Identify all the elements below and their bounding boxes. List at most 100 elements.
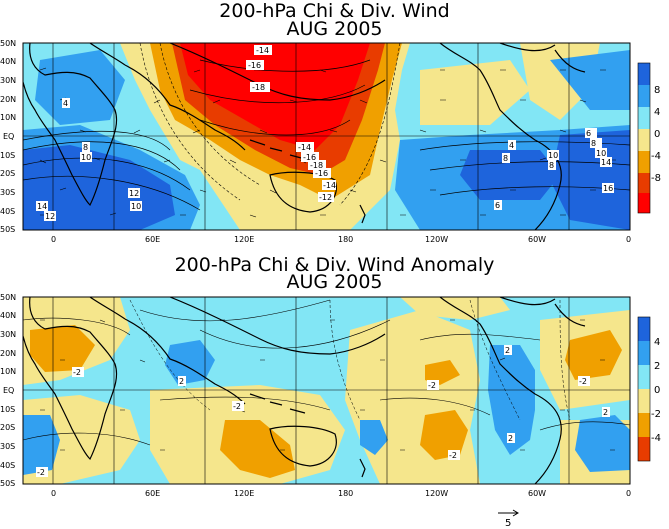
- svg-text:-2: -2: [579, 377, 587, 386]
- top-colorbar-swatch-2: [638, 107, 650, 129]
- bottom-label-9: 2: [507, 433, 515, 443]
- bottom-contour-labels: -2 2 -2 -2 -2 2 -2 -2 2 2: [36, 345, 610, 477]
- top-label-16: 8: [502, 153, 510, 163]
- svg-text:2: 2: [505, 346, 510, 355]
- svg-text:10: 10: [596, 149, 606, 158]
- svg-text:10: 10: [548, 151, 558, 160]
- top-label-6: -16: [313, 168, 331, 178]
- svg-text:2: 2: [508, 434, 513, 443]
- bottom-title-line2: AUG 2005: [286, 271, 383, 293]
- svg-text:50S: 50S: [0, 479, 15, 488]
- bottom-map-frame: [22, 296, 631, 485]
- top-colorbar-swatch-3: [638, 129, 650, 151]
- svg-text:30N: 30N: [0, 330, 16, 339]
- bottom-label-7: -2: [36, 467, 48, 477]
- svg-text:40N: 40N: [0, 311, 16, 320]
- bottom-label-2: -2: [232, 401, 244, 411]
- top-label-13: 10: [130, 201, 142, 211]
- svg-text:60E: 60E: [145, 235, 160, 244]
- svg-text:-12: -12: [319, 193, 332, 202]
- svg-text:-2: -2: [428, 381, 436, 390]
- svg-text:6: 6: [586, 129, 591, 138]
- top-label-3: -14: [296, 142, 314, 152]
- svg-text:-16: -16: [303, 153, 316, 162]
- svg-text:60W: 60W: [528, 489, 546, 498]
- svg-text:-2: -2: [73, 368, 81, 377]
- svg-text:0: 0: [51, 489, 56, 498]
- top-lat-labels: 50N 40N 30N 20N 10N EQ 10S 20S 30S 40S 5…: [0, 39, 16, 234]
- svg-text:0: 0: [626, 489, 631, 498]
- svg-text:10: 10: [131, 202, 141, 211]
- svg-text:0: 0: [626, 235, 631, 244]
- top-label-5: -18: [308, 160, 326, 170]
- top-colorbar-swatch-4: [638, 151, 650, 173]
- top-label-19: 6: [585, 128, 597, 138]
- svg-text:40N: 40N: [0, 57, 16, 66]
- svg-text:12: 12: [45, 212, 55, 221]
- bottom-colorbar-label-2: 2: [654, 361, 660, 372]
- top-label-4: -16: [301, 152, 319, 162]
- svg-text:-14: -14: [298, 143, 311, 152]
- bottom-label-6: -2: [578, 376, 590, 386]
- top-colorbar-label-0: 0: [654, 129, 660, 140]
- svg-text:-16: -16: [248, 61, 261, 70]
- svg-text:180: 180: [338, 489, 353, 498]
- svg-text:-14: -14: [323, 181, 336, 190]
- svg-text:-16: -16: [315, 169, 328, 178]
- top-label-18: 4: [508, 140, 516, 150]
- bottom-colorbar-swatch-3: [638, 389, 650, 413]
- bottom-lon-labels: 0 60E 120E 180 120W 60W 0: [51, 489, 631, 498]
- svg-text:8: 8: [503, 154, 508, 163]
- top-colorbar-label-neg8: -8: [651, 173, 661, 184]
- bottom-label-8: 2: [602, 407, 610, 417]
- top-title-line1: 200-hPa Chi & Div. Wind: [219, 0, 450, 22]
- svg-text:4: 4: [63, 99, 68, 108]
- top-colorbar-swatch-5: [638, 173, 650, 193]
- top-label-24: 6: [494, 200, 502, 210]
- svg-text:8: 8: [549, 161, 554, 170]
- svg-text:10N: 10N: [0, 367, 16, 376]
- top-label-20: 8: [590, 138, 602, 148]
- svg-text:-14: -14: [256, 46, 269, 55]
- top-colorbar-label-4: 4: [654, 107, 660, 118]
- svg-text:120E: 120E: [234, 235, 254, 244]
- svg-text:-18: -18: [252, 83, 265, 92]
- bottom-colorbar-swatch-0: [638, 317, 650, 341]
- svg-text:-2: -2: [233, 402, 241, 411]
- svg-text:EQ: EQ: [3, 386, 14, 395]
- top-colorbar-swatch-1: [638, 85, 650, 107]
- bottom-label-3: -2: [427, 380, 439, 390]
- bottom-label-4: -2: [448, 450, 460, 460]
- top-label-17: 10: [547, 150, 559, 160]
- top-label-12: 12: [128, 188, 140, 198]
- svg-text:EQ: EQ: [3, 132, 14, 141]
- svg-text:120W: 120W: [425, 489, 448, 498]
- svg-text:14: 14: [37, 202, 47, 211]
- top-title-line2: AUG 2005: [286, 18, 383, 40]
- svg-text:2: 2: [179, 377, 184, 386]
- bottom-lat-labels: 50N 40N 30N 20N 10N EQ 10S 20S 30S 40S 5…: [0, 293, 16, 488]
- svg-text:0: 0: [51, 235, 56, 244]
- svg-text:40S: 40S: [0, 207, 15, 216]
- top-colorbar: 8 4 0 -4 -8: [637, 62, 661, 214]
- bottom-title-line1: 200-hPa Chi & Div. Wind Anomaly: [174, 254, 495, 276]
- svg-text:6: 6: [495, 201, 500, 210]
- svg-text:30S: 30S: [0, 442, 15, 451]
- svg-text:8: 8: [83, 143, 88, 152]
- svg-text:10: 10: [81, 153, 91, 162]
- bottom-colorbar-swatch-2: [638, 365, 650, 389]
- bottom-label-1: 2: [178, 376, 186, 386]
- svg-text:8: 8: [591, 139, 596, 148]
- svg-text:30S: 30S: [0, 188, 15, 197]
- top-label-14: 14: [36, 201, 48, 211]
- top-colorbar-label-8: 8: [654, 85, 660, 96]
- top-label-22: 14: [600, 157, 612, 167]
- svg-text:20S: 20S: [0, 169, 15, 178]
- top-map-frame: [22, 42, 631, 231]
- svg-text:-18: -18: [310, 161, 323, 170]
- svg-text:-2: -2: [449, 451, 457, 460]
- svg-text:50S: 50S: [0, 225, 15, 234]
- svg-text:60W: 60W: [528, 235, 546, 244]
- top-label-11: 10: [80, 152, 92, 162]
- svg-text:20S: 20S: [0, 423, 15, 432]
